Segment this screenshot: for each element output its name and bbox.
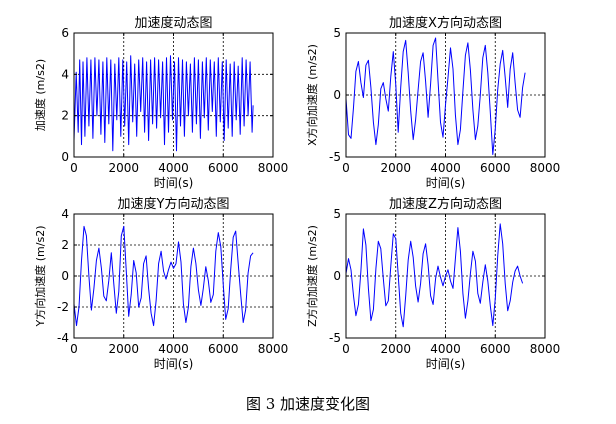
- y-tick-label: 4: [61, 67, 69, 81]
- x-tick-label: 6000: [480, 342, 511, 356]
- x-tick-label: 0: [342, 342, 350, 356]
- y-tick-label: -4: [57, 331, 69, 345]
- y-axis-label: Y方向加速度 (m/s2): [33, 226, 47, 328]
- x-tick-label: 8000: [258, 342, 289, 356]
- chart-title: 加速度X方向动态图: [389, 15, 502, 31]
- x-tick-label: 0: [70, 161, 78, 175]
- figure-caption: 图 3 加速度变化图: [245, 395, 371, 413]
- y-tick-label: 2: [61, 109, 69, 123]
- x-axis-label: 时间(s): [154, 357, 194, 371]
- y-axis-label: 加速度 (m/s2): [33, 59, 47, 131]
- y-axis-label: X方向加速度 (m/s2): [305, 44, 319, 146]
- y-tick-label: 6: [61, 26, 69, 40]
- x-axis-label: 时间(s): [154, 176, 194, 190]
- x-tick-label: 2000: [108, 161, 139, 175]
- x-tick-label: 2000: [380, 161, 411, 175]
- x-tick-label: 8000: [530, 161, 561, 175]
- x-tick-label: 6000: [480, 161, 511, 175]
- chart-x: 0 2000 4000 6000 8000-505加速度X方向动态图时间(s)X方向加速…: [305, 15, 560, 190]
- x-tick-label: 6000: [208, 342, 239, 356]
- x-tick-label: 4000: [430, 161, 461, 175]
- y-tick-label: -2: [57, 300, 69, 314]
- series-line: [345, 37, 526, 155]
- y-tick-label: 2: [61, 238, 69, 252]
- y-tick-label: 0: [61, 269, 69, 283]
- x-tick-label: 2000: [380, 342, 411, 356]
- x-tick-label: 4000: [158, 161, 189, 175]
- series-line: [345, 223, 524, 328]
- x-tick-label: 4000: [158, 342, 189, 356]
- x-axis-label: 时间(s): [426, 176, 466, 190]
- y-tick-label: 0: [333, 88, 341, 102]
- x-tick-label: 0: [70, 342, 78, 356]
- chart-z: 0 2000 4000 6000 8000-505加速度Z方向动态图时间(s)Z方向加速…: [305, 196, 560, 371]
- chart-title: 加速度Y方向动态图: [118, 196, 230, 212]
- y-tick-label: 0: [61, 150, 69, 164]
- x-tick-label: 0: [342, 161, 350, 175]
- series-line: [73, 55, 254, 152]
- y-tick-label: 0: [333, 269, 341, 283]
- x-tick-label: 6000: [208, 161, 239, 175]
- x-tick-label: 2000: [108, 342, 139, 356]
- y-tick-label: -5: [329, 331, 341, 345]
- y-tick-label: 4: [61, 207, 69, 221]
- chart-title: 加速度动态图: [134, 15, 212, 31]
- x-tick-label: 4000: [430, 342, 461, 356]
- y-tick-label: 5: [333, 26, 341, 40]
- x-axis-label: 时间(s): [426, 357, 466, 371]
- x-tick-label: 8000: [258, 161, 289, 175]
- y-tick-label: 5: [333, 207, 341, 221]
- chart-title: 加速度Z方向动态图: [389, 196, 502, 212]
- y-axis-label: Z方向加速度 (m/s2): [305, 225, 319, 327]
- x-tick-label: 8000: [530, 342, 561, 356]
- y-tick-label: -5: [329, 150, 341, 164]
- series-line: [73, 225, 254, 327]
